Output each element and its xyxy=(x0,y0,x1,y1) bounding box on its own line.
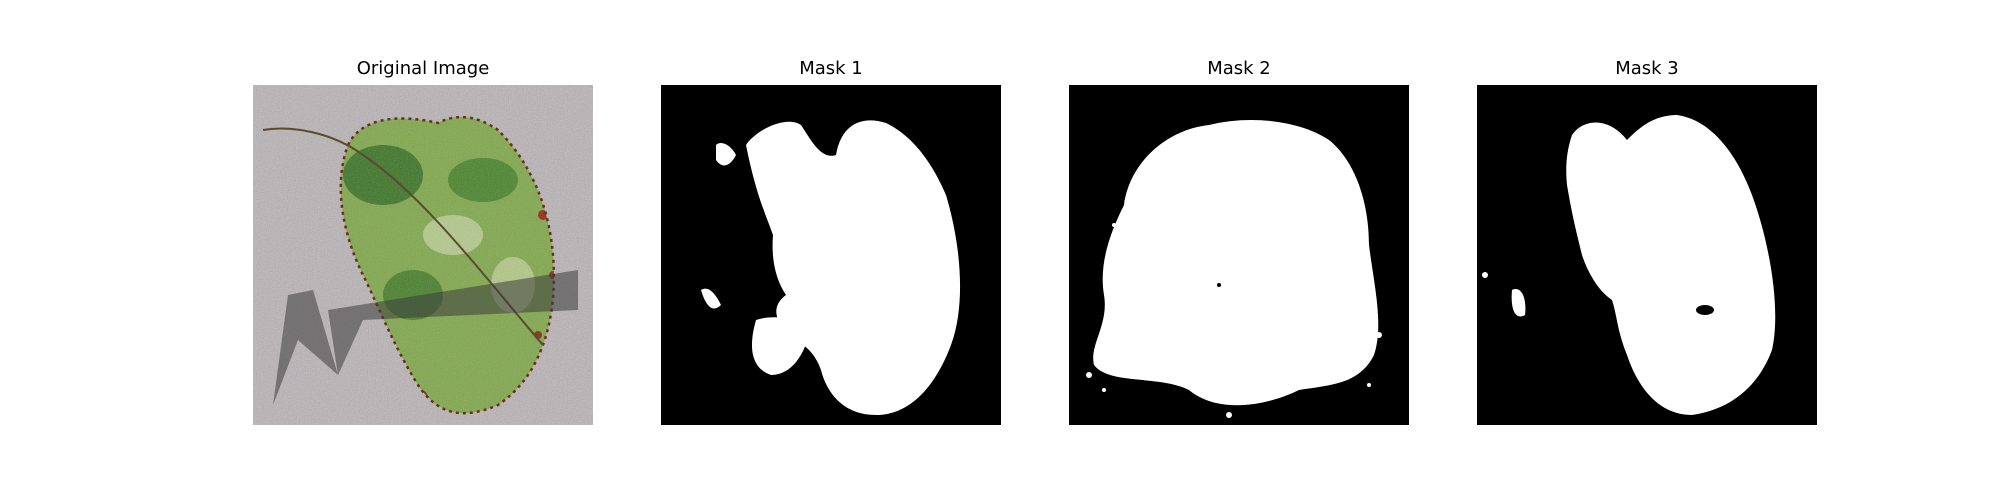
mask-2 xyxy=(1069,85,1409,425)
panel-title-mask-1: Mask 1 xyxy=(799,58,863,79)
panel-title-mask-3: Mask 3 xyxy=(1615,58,1679,79)
mask-3 xyxy=(1477,85,1817,425)
mask-1 xyxy=(661,85,1001,425)
mask-2-panel xyxy=(1069,85,1409,425)
panel-title-original-image: Original Image xyxy=(356,58,490,79)
mask-3-panel xyxy=(1477,85,1817,425)
panel-title-mask-2: Mask 2 xyxy=(1207,58,1271,79)
shadow-shape xyxy=(273,270,578,405)
mask-1-panel xyxy=(661,85,1001,425)
original-image-panel xyxy=(253,85,593,425)
original-image xyxy=(253,85,593,425)
